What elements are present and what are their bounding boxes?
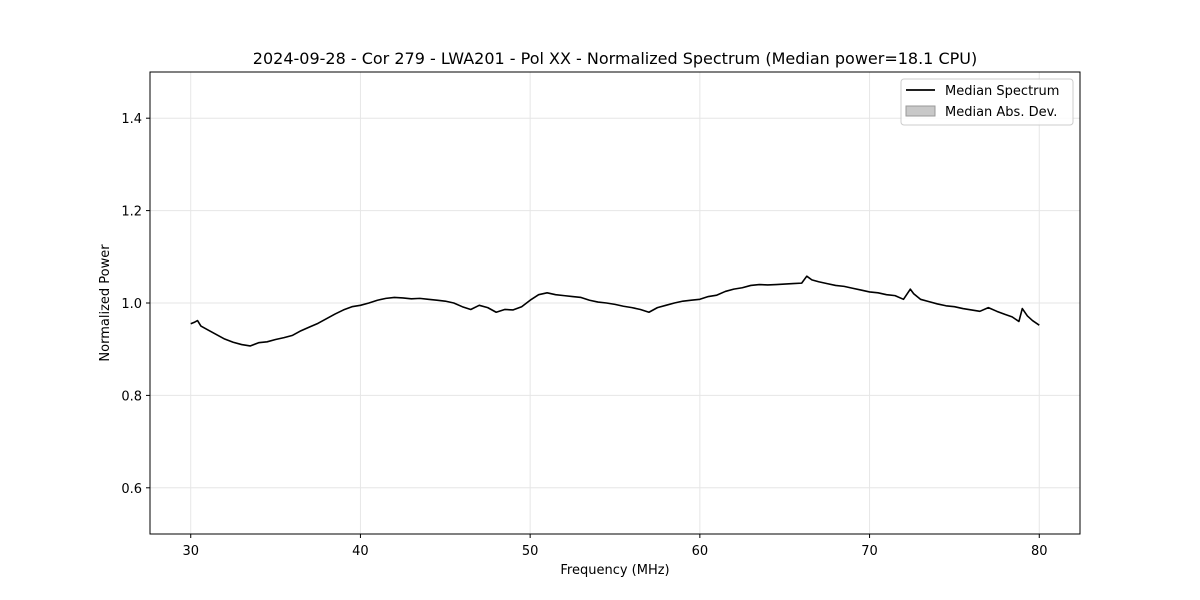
series-layer (190, 275, 1040, 347)
chart-title: 2024-09-28 - Cor 279 - LWA201 - Pol XX -… (253, 49, 977, 68)
y-tick-label: 1.2 (121, 205, 142, 220)
legend: Median Spectrum Median Abs. Dev. (900, 78, 1074, 126)
x-tick-label: 50 (522, 544, 539, 559)
y-axis-ticks: 0.6 0.8 1.0 1.2 1.4 (121, 112, 150, 497)
x-tick-label: 60 (692, 544, 709, 559)
legend-entry-median-spectrum: Median Spectrum (945, 84, 1059, 99)
legend-frame (900, 78, 1074, 126)
x-tick-label: 70 (861, 544, 878, 559)
x-tick-label: 80 (1031, 544, 1048, 559)
median-spectrum-line (190, 275, 1040, 347)
legend-entry-median-abs-dev: Median Abs. Dev. (945, 105, 1057, 120)
y-tick-label: 0.6 (121, 482, 142, 497)
x-axis-ticks: 30 40 50 60 70 80 (182, 534, 1048, 559)
x-tick-label: 30 (182, 544, 199, 559)
y-tick-label: 1.0 (121, 297, 142, 312)
y-axis-label: Normalized Power (98, 244, 113, 362)
x-axis-label: Frequency (MHz) (560, 563, 669, 578)
y-tick-label: 1.4 (121, 112, 142, 127)
x-tick-label: 40 (352, 544, 369, 559)
legend-patch-swatch (905, 105, 936, 117)
y-tick-label: 0.8 (121, 389, 142, 404)
